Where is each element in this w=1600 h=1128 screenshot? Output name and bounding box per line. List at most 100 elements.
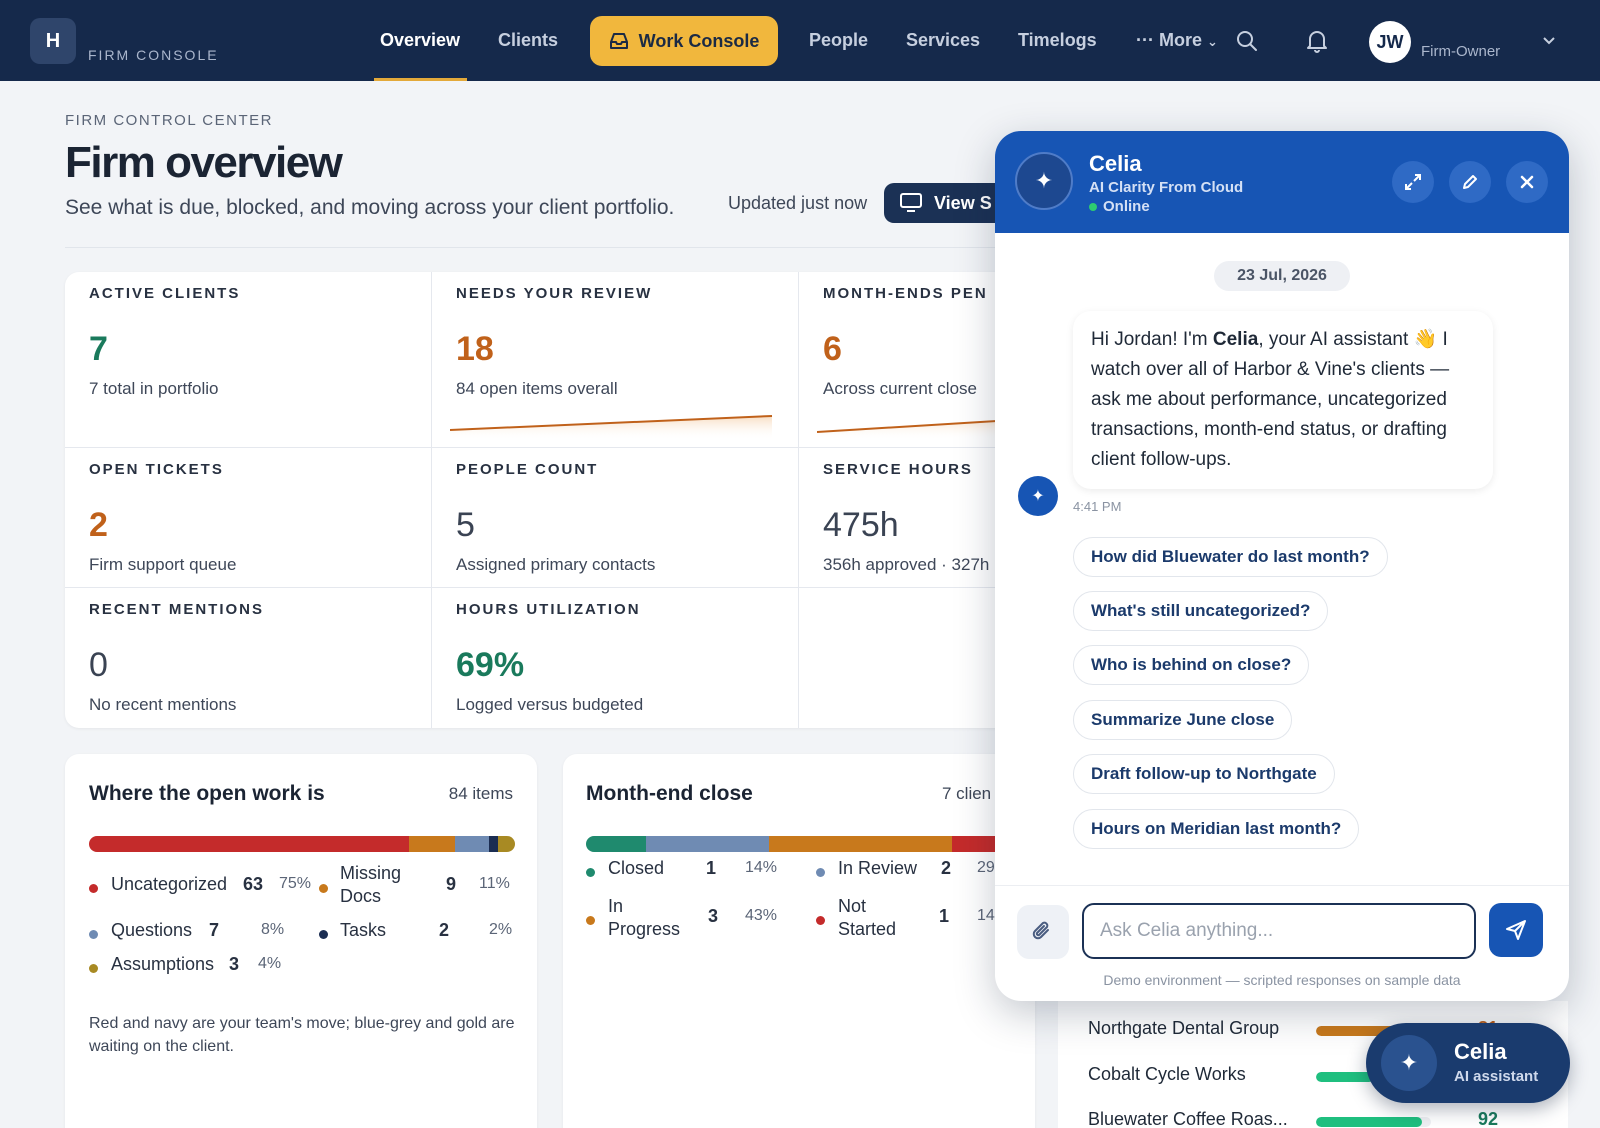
stat-open-tickets[interactable]: OPEN TICKETS 2 Firm support queue <box>65 448 432 588</box>
legend-label-line: Docs <box>340 886 382 906</box>
bar-segment <box>645 836 770 852</box>
page-title: Firm overview <box>65 138 343 187</box>
greeting-text: , your AI assistant 👋 I watch over all o… <box>1091 329 1450 470</box>
legend-missing-docs-label: Missing Docs <box>340 862 401 908</box>
legend-dot <box>89 884 98 893</box>
view-button-label: View S <box>934 192 992 213</box>
send-button[interactable] <box>1489 903 1543 957</box>
suggestion-chip[interactable]: Summarize June close <box>1073 700 1293 740</box>
nav-more[interactable]: ··· More ⌄ <box>1136 30 1218 51</box>
rank-client-name[interactable]: Cobalt Cycle Works <box>1088 1064 1246 1084</box>
suggestion-chip[interactable]: Hours on Meridian last month? <box>1073 809 1360 849</box>
legend-assumptions-label: Assumptions <box>111 954 215 974</box>
bar-segment <box>489 836 498 852</box>
stat-sub: Firm support queue <box>89 555 237 574</box>
rank-fill <box>1316 1026 1410 1036</box>
nav-people[interactable]: People <box>809 30 869 50</box>
card-title: Month-end close <box>586 782 753 805</box>
work-console-button[interactable]: Work Console <box>590 16 778 66</box>
nav-timelogs[interactable]: Timelogs <box>1018 30 1097 50</box>
stat-sub: No recent mentions <box>89 695 237 714</box>
stat-sub: Across current close <box>823 379 977 398</box>
updated-status: Updated just now <box>728 193 868 213</box>
legend-dot <box>319 884 328 893</box>
brand-label: FIRM CONSOLE <box>88 47 219 63</box>
stat-label: MONTH-ENDS PEN <box>823 285 988 302</box>
chevron-down-icon: ⌄ <box>1207 34 1218 49</box>
page-eyebrow: FIRM CONTROL CENTER <box>65 112 273 129</box>
online-dot <box>1089 202 1097 211</box>
legend-uncategorized-pct: 75% <box>279 875 312 892</box>
nav-services[interactable]: Services <box>906 30 981 50</box>
assistant-status: Online <box>1089 198 1150 215</box>
stat-label: PEOPLE COUNT <box>456 461 599 478</box>
stat-sub: 356h approved · 327h <box>823 555 990 574</box>
attach-button[interactable] <box>1017 905 1069 959</box>
bell-icon[interactable] <box>1304 28 1330 54</box>
search-icon[interactable] <box>1234 28 1260 54</box>
stat-service-hours[interactable]: SERVICE HOURS 475h 356h approved · 327h <box>799 448 1075 588</box>
legend-assumptions-pct: 4% <box>258 955 282 972</box>
stat-hours-utilization[interactable]: HOURS UTILIZATION 69% Logged versus budg… <box>432 588 799 728</box>
legend-in-review-value: 2 <box>941 858 952 878</box>
chevron-down-icon[interactable] <box>1536 28 1562 54</box>
month-end-bar <box>586 836 1012 852</box>
demo-note: Demo environment — scripted responses on… <box>1103 972 1461 988</box>
stat-value: 0 <box>89 646 108 684</box>
work-console-label: Work Console <box>638 30 760 51</box>
legend-label-line: Missing <box>340 863 402 883</box>
stat-active-clients[interactable]: ACTIVE CLIENTS 7 7 total in portfolio <box>65 272 432 448</box>
chat-input[interactable] <box>1082 903 1476 959</box>
legend-in-progress-value: 3 <box>708 906 719 926</box>
sparkle-icon: ✦ <box>1381 1035 1437 1091</box>
firm-logo[interactable]: H <box>30 18 76 64</box>
stat-label: ACTIVE CLIENTS <box>89 285 241 302</box>
rank-client-name[interactable]: Bluewater Coffee Roas... <box>1088 1109 1288 1128</box>
rank-bar <box>1316 1026 1431 1036</box>
suggestion-chip[interactable]: Who is behind on close? <box>1073 645 1310 685</box>
open-work-card: Where the open work is 84 items Uncatego… <box>65 754 537 1128</box>
legend-label-line: Started <box>838 919 897 939</box>
legend-closed-pct: 14% <box>745 859 778 876</box>
view-button[interactable]: View S <box>884 183 1014 223</box>
stat-recent-mentions[interactable]: RECENT MENTIONS 0 No recent mentions <box>65 588 432 728</box>
nav-clients[interactable]: Clients <box>498 30 559 50</box>
legend-label-line: Not <box>838 896 867 916</box>
legend-not-started-pct: 14 <box>977 907 995 924</box>
legend-questions-value: 7 <box>209 920 220 940</box>
suggestion-chip[interactable]: What's still uncategorized? <box>1073 591 1329 631</box>
user-avatar[interactable]: JW <box>1369 21 1411 63</box>
message-time: 4:41 PM <box>1073 499 1122 514</box>
chat-header: ✦ Celia AI Clarity From Cloud Online <box>995 131 1569 233</box>
legend-uncategorized-label: Uncategorized <box>111 874 228 894</box>
legend-label-line: Progress <box>608 919 681 939</box>
edit-button[interactable] <box>1449 161 1491 203</box>
suggestion-chip[interactable]: How did Bluewater do last month? <box>1073 537 1388 577</box>
rank-client-name[interactable]: Northgate Dental Group <box>1088 1018 1280 1038</box>
nav-overview[interactable]: Overview <box>380 30 461 50</box>
close-button[interactable] <box>1506 161 1548 203</box>
open-work-bar <box>89 836 515 852</box>
legend-assumptions-value: 3 <box>229 954 240 974</box>
legend-not-started-label: Not Started <box>838 895 896 941</box>
rank-bar <box>1316 1117 1431 1127</box>
trend-sparkline <box>450 415 773 440</box>
assistant-message: Hi Jordan! I'm Celia, your AI assistant … <box>1073 311 1493 489</box>
legend-tasks-label: Tasks <box>340 920 387 940</box>
legend-dot <box>319 930 328 939</box>
stat-people-count[interactable]: PEOPLE COUNT 5 Assigned primary contacts <box>432 448 799 588</box>
greeting-text: Hi Jordan! I'm <box>1091 329 1213 350</box>
assistant-fab[interactable]: ✦ Celia AI assistant <box>1366 1023 1570 1103</box>
legend-in-review-label: In Review <box>838 858 918 878</box>
stat-needs-review[interactable]: NEEDS YOUR REVIEW 18 84 open items overa… <box>432 272 799 448</box>
legend-label-line: In <box>608 896 624 916</box>
card-count: 7 clien <box>942 784 992 803</box>
expand-button[interactable] <box>1392 161 1434 203</box>
greeting-name: Celia <box>1212 329 1259 350</box>
suggestion-chip[interactable]: Draft follow-up to Northgate <box>1073 754 1335 794</box>
legend-tasks-pct: 2% <box>489 921 513 938</box>
legend-in-progress-pct: 43% <box>745 907 778 924</box>
month-end-card: Month-end close 7 clien Closed 1 14% In … <box>563 754 1035 1128</box>
fab-subtitle: AI assistant <box>1454 1068 1539 1085</box>
legend-missing-docs-value: 9 <box>446 874 457 894</box>
